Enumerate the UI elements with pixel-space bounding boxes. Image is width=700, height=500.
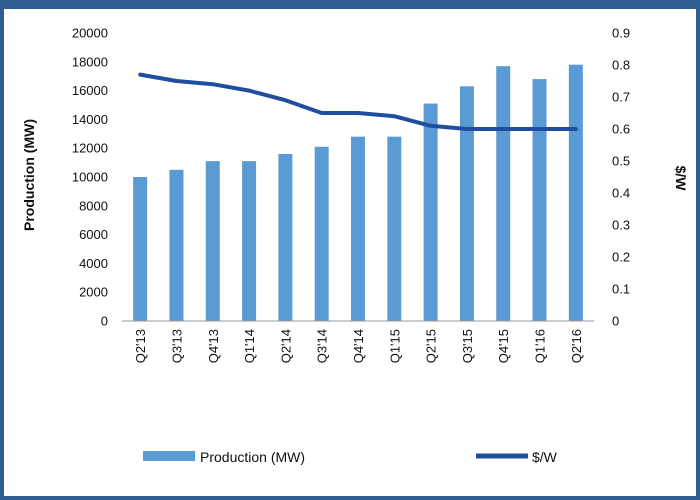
left-tick-label: 4000 bbox=[79, 256, 108, 271]
left-tick-label: 18000 bbox=[72, 54, 108, 69]
x-tick-label: Q4'14 bbox=[351, 329, 366, 363]
right-tick-label: 0 bbox=[612, 314, 619, 329]
left-axis-ticks: 0 2000 4000 6000 8000 10000 12000 14000 16000 180… bbox=[72, 26, 108, 329]
x-axis-ticks: Q2'13 Q3'13 Q4'13 Q1'14 Q2'14 Q3'14 Q4'14 Q1'15… bbox=[133, 329, 584, 363]
right-tick-label: 0.3 bbox=[612, 218, 630, 233]
x-tick-label: Q4'13 bbox=[206, 329, 221, 363]
right-tick-label: 0.2 bbox=[612, 250, 630, 265]
production-bar bbox=[351, 136, 365, 321]
left-tick-label: 16000 bbox=[72, 83, 108, 98]
x-tick-label: Q2'16 bbox=[569, 329, 584, 363]
production-bar bbox=[205, 161, 220, 321]
right-tick-label: 0.6 bbox=[612, 122, 630, 137]
right-tick-label: 0.4 bbox=[612, 186, 630, 201]
x-tick-label: Q1'14 bbox=[242, 329, 257, 363]
right-tick-label: 0.7 bbox=[612, 90, 630, 105]
x-tick-label: Q3'15 bbox=[460, 329, 475, 363]
legend-price-label: $/W bbox=[532, 449, 558, 465]
production-bar bbox=[532, 79, 547, 321]
legend-bar-swatch bbox=[143, 451, 195, 461]
right-axis-title: $/W bbox=[673, 166, 689, 192]
left-axis-title: Production (MW) bbox=[21, 119, 37, 231]
production-bar bbox=[242, 161, 257, 321]
left-tick-label: 2000 bbox=[79, 285, 108, 300]
production-bars bbox=[133, 64, 583, 322]
left-tick-label: 20000 bbox=[72, 26, 108, 41]
left-tick-label: 12000 bbox=[72, 141, 108, 156]
production-bar bbox=[314, 146, 329, 321]
x-tick-label: Q1'15 bbox=[387, 329, 402, 363]
left-tick-label: 14000 bbox=[72, 112, 108, 127]
x-tick-label: Q1'16 bbox=[533, 329, 548, 363]
production-bar bbox=[278, 153, 293, 321]
left-tick-label: 8000 bbox=[79, 198, 108, 213]
legend: Production (MW) $/W bbox=[143, 449, 558, 465]
top-banner-strip bbox=[0, 0, 700, 9]
right-axis-ticks: 0 0.1 0.2 0.3 0.4 0.5 0.6 0.7 0.8 0.9 bbox=[612, 26, 630, 329]
x-tick-label: Q2'13 bbox=[133, 329, 148, 363]
left-tick-label: 6000 bbox=[79, 227, 108, 242]
right-tick-label: 0.8 bbox=[612, 58, 630, 73]
x-tick-label: Q3'14 bbox=[315, 329, 330, 363]
price-line-layer bbox=[138, 72, 578, 131]
x-tick-label: Q2'14 bbox=[278, 329, 293, 363]
production-bar bbox=[496, 66, 511, 322]
x-tick-label: Q3'13 bbox=[169, 329, 184, 363]
x-tick-label: Q2'15 bbox=[424, 329, 439, 363]
production-bar bbox=[459, 86, 474, 321]
right-tick-label: 0.5 bbox=[612, 154, 630, 169]
left-tick-label: 0 bbox=[101, 314, 108, 329]
right-tick-label: 0.9 bbox=[612, 26, 630, 41]
left-tick-label: 10000 bbox=[72, 170, 108, 185]
price-per-watt-line bbox=[138, 72, 578, 131]
right-tick-label: 0.1 bbox=[612, 282, 630, 297]
production-bar bbox=[133, 177, 148, 321]
production-bar bbox=[568, 64, 583, 322]
production-bar bbox=[387, 136, 402, 321]
production-bar bbox=[423, 103, 438, 321]
legend-production-label: Production (MW) bbox=[200, 449, 305, 465]
x-tick-label: Q4'15 bbox=[496, 329, 511, 363]
production-bar bbox=[169, 169, 184, 321]
